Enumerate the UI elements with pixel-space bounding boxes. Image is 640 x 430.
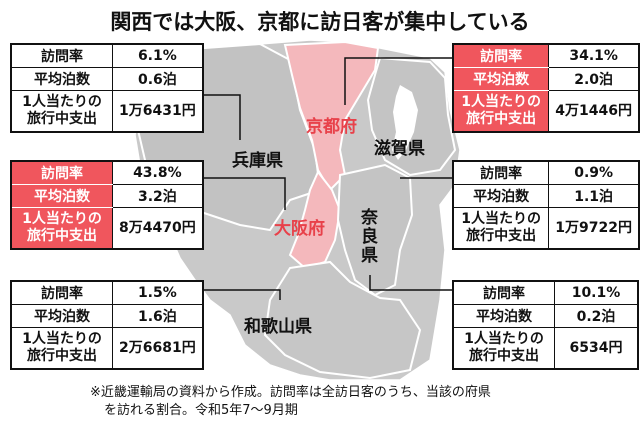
spend-value: 4万1446円: [548, 90, 640, 133]
map-label-shiga: 滋賀県: [374, 139, 425, 159]
map-label-osaka: 大阪府: [274, 219, 325, 239]
leader-line-osaka: [190, 177, 286, 210]
spend-label-line1: 1人当たりの: [461, 94, 542, 110]
spend-value: 6534円: [554, 327, 639, 370]
footnote-line2: を訪れる割合。令和5年7～9月期: [104, 403, 298, 418]
rate-value: 6.1%: [111, 43, 204, 68]
stats-table-osaka: 訪問率 43.8% 平均泊数 3.2泊 1人当たりの 旅行中支出 8万4470円: [10, 160, 204, 250]
spend-label: 1人当たりの 旅行中支出: [10, 207, 113, 250]
nights-value: 1.6泊: [111, 304, 204, 328]
spend-label: 1人当たりの 旅行中支出: [10, 327, 113, 370]
nights-value: 1.1泊: [548, 184, 640, 208]
spend-label-line2: 旅行中支出: [27, 348, 97, 364]
rate-label: 訪問率: [10, 43, 113, 68]
spend-value: 1万6431円: [111, 90, 204, 133]
spend-label-line2: 旅行中支出: [466, 228, 537, 244]
spend-label: 1人当たりの 旅行中支出: [452, 207, 550, 250]
rate-label: 訪問率: [10, 160, 113, 185]
rate-value: 43.8%: [111, 160, 204, 185]
leader-line-hyogo: [190, 94, 241, 140]
spend-label-line1: 1人当たりの: [22, 331, 102, 347]
spend-label-line1: 1人当たりの: [461, 211, 542, 227]
kyoto-area: [283, 40, 380, 192]
stats-table-kyoto: 訪問率 34.1% 平均泊数 2.0泊 1人当たりの 旅行中支出 4万1446円: [452, 43, 640, 133]
spend-label-line1: 1人当たりの: [22, 94, 102, 110]
footnote: ※近畿運輸局の資料から作成。訪問率は全訪日客のうち、当該の府県 を訪れる割合。令…: [90, 384, 491, 420]
rate-value: 1.5%: [111, 280, 204, 305]
nara-area: [336, 163, 414, 297]
map-label-kyoto: 京都府: [306, 117, 357, 137]
stats-table-wakayama: 訪問率 1.5% 平均泊数 1.6泊 1人当たりの 旅行中支出 2万6681円: [10, 280, 204, 370]
nights-value: 3.2泊: [111, 184, 204, 208]
rate-label: 訪問率: [452, 43, 550, 68]
nights-label: 平均泊数: [452, 184, 550, 208]
nights-label: 平均泊数: [452, 304, 555, 328]
spend-label: 1人当たりの 旅行中支出: [452, 90, 550, 133]
nights-value: 0.2泊: [554, 304, 639, 328]
spend-label-line2: 旅行中支出: [466, 111, 537, 127]
leader-line-wakayama: [190, 289, 281, 300]
nights-label: 平均泊数: [452, 67, 550, 91]
rate-label: 訪問率: [452, 160, 550, 185]
stats-table-nara: 訪問率 10.1% 平均泊数 0.2泊 1人当たりの 旅行中支出 6534円: [452, 280, 639, 370]
rate-label: 訪問率: [452, 280, 555, 305]
leader-line-nara: [369, 275, 452, 291]
leader-line-kyoto: [344, 57, 452, 105]
rate-value: 0.9%: [548, 160, 640, 185]
rate-label: 訪問率: [10, 280, 113, 305]
lake-biwa: [392, 85, 418, 160]
rate-value: 10.1%: [554, 280, 639, 305]
stats-table-hyogo: 訪問率 6.1% 平均泊数 0.6泊 1人当たりの 旅行中支出 1万6431円: [10, 43, 204, 133]
footnote-line1: ※近畿運輸局の資料から作成。訪問率は全訪日客のうち、当該の府県: [90, 385, 491, 400]
nights-label: 平均泊数: [10, 184, 113, 208]
map-label-hyogo: 兵庫県: [232, 151, 283, 171]
spend-label: 1人当たりの 旅行中支出: [452, 327, 555, 370]
spend-label: 1人当たりの 旅行中支出: [10, 90, 113, 133]
nights-label: 平均泊数: [10, 67, 113, 91]
spend-value: 8万4470円: [111, 207, 204, 250]
spend-label-line1: 1人当たりの: [464, 331, 544, 347]
spend-value: 2万6681円: [111, 327, 204, 370]
map-label-wakayama: 和歌山県: [244, 317, 312, 337]
rate-value: 34.1%: [548, 43, 640, 68]
spend-label-line2: 旅行中支出: [27, 111, 97, 127]
nights-value: 0.6泊: [111, 67, 204, 91]
nights-value: 2.0泊: [548, 67, 640, 91]
spend-label-line1: 1人当たりの: [22, 211, 102, 227]
spend-value: 1万9722円: [548, 207, 640, 250]
wakayama-area: [263, 260, 422, 380]
spend-label-line2: 旅行中支出: [469, 348, 539, 364]
map-label-nara: 奈良県: [357, 208, 377, 265]
stats-table-shiga: 訪問率 0.9% 平均泊数 1.1泊 1人当たりの 旅行中支出 1万9722円: [452, 160, 640, 250]
spend-label-line2: 旅行中支出: [27, 228, 97, 244]
page-title: 関西では大阪、京都に訪日客が集中している: [110, 10, 530, 34]
nights-label: 平均泊数: [10, 304, 113, 328]
